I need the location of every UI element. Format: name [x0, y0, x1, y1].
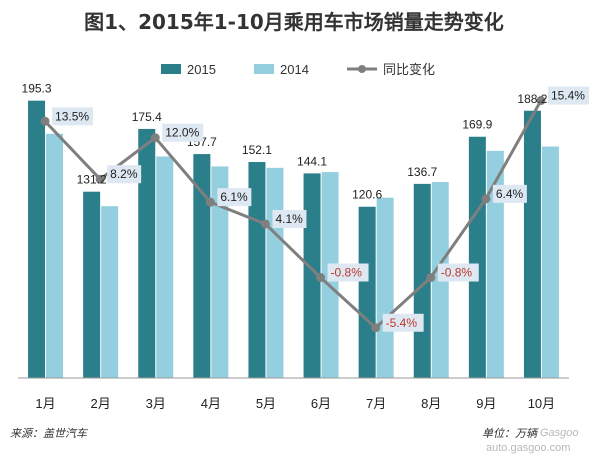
- yoy-marker-7: [371, 323, 381, 333]
- bar-2015-2: [83, 191, 101, 378]
- yoy-label-8: -0.8%: [441, 266, 473, 280]
- x-tick-9: 9月: [476, 396, 496, 411]
- legend-label-2014: 2014: [280, 62, 309, 77]
- value-label-2015-7: 120.6: [352, 188, 382, 202]
- legend-swatch-2015: [161, 64, 181, 74]
- legend-swatch-2014: [254, 64, 274, 74]
- bar-2014-9: [486, 150, 504, 378]
- yoy-line: [40, 96, 546, 333]
- bars: [28, 100, 559, 379]
- value-label-2015-9: 169.9: [462, 118, 492, 132]
- chart-title: 图1、2015年1-10月乘用车市场销量走势变化: [84, 10, 504, 34]
- watermark-url: auto.gasgoo.com: [486, 442, 570, 454]
- yoy-label-5: 4.1%: [275, 212, 303, 226]
- legend: 2015 2014 同比变化: [161, 62, 435, 77]
- value-label-2015-10: 188.2: [517, 92, 547, 106]
- yoy-label-box-9: [492, 184, 527, 203]
- bar-2015-6: [303, 173, 321, 378]
- watermark-logo: Gasgoo: [540, 427, 579, 439]
- yoy-marker-2: [95, 174, 105, 184]
- watermark: Gasgoo auto.gasgoo.com: [486, 427, 579, 454]
- yoy-label-10: 15.4%: [551, 89, 585, 103]
- yoy-label-box-8: [437, 263, 479, 282]
- x-tick-labels: 1月 2月 3月 4月 5月 6月 7月 8月 9月 10月: [35, 396, 555, 411]
- yoy-label-box-3: [162, 123, 204, 142]
- bar-2014-3: [156, 156, 174, 378]
- source-note: 来源：盖世汽车: [10, 427, 89, 440]
- x-tick-5: 5月: [256, 396, 276, 411]
- yoy-marker-10: [536, 96, 546, 106]
- bar-2014-4: [211, 166, 229, 378]
- bar-2015-4: [193, 154, 211, 378]
- yoy-marker-6: [316, 273, 326, 283]
- yoy-label-box-6: [327, 263, 369, 282]
- bar-2014-7: [376, 197, 394, 378]
- x-tick-8: 8月: [421, 396, 441, 411]
- x-tick-7: 7月: [366, 396, 386, 411]
- value-label-2015-8: 136.7: [407, 165, 437, 179]
- yoy-marker-3: [150, 133, 160, 143]
- legend-marker-yoy: [358, 65, 366, 73]
- data-labels: 195.3131.2175.4157.7152.1144.1120.6136.7…: [22, 82, 589, 332]
- yoy-label-box-10: [547, 86, 589, 105]
- bar-2014-1: [46, 133, 64, 378]
- yoy-label-9: 6.4%: [496, 187, 524, 201]
- yoy-marker-8: [426, 273, 436, 283]
- yoy-label-6: -0.8%: [331, 266, 363, 280]
- bar-2015-3: [138, 128, 156, 378]
- value-label-2015-5: 152.1: [242, 143, 272, 157]
- x-tick-4: 4月: [201, 396, 221, 411]
- bar-2015-9: [468, 136, 486, 378]
- x-tick-3: 3月: [146, 396, 166, 411]
- yoy-line-path: [43, 99, 543, 330]
- yoy-label-box-2: [107, 165, 142, 184]
- yoy-label-4: 6.1%: [220, 190, 248, 204]
- bar-2014-5: [266, 167, 284, 378]
- yoy-marker-9: [481, 194, 491, 204]
- yoy-label-box-5: [272, 209, 307, 228]
- yoy-label-2: 8.2%: [110, 167, 138, 181]
- yoy-marker-5: [260, 219, 270, 229]
- value-label-2015-1: 195.3: [22, 82, 52, 96]
- yoy-marker-1: [40, 116, 50, 126]
- bar-2015-10: [523, 110, 541, 379]
- yoy-label-box-1: [52, 107, 94, 126]
- yoy-marker-4: [205, 197, 215, 207]
- yoy-label-box-4: [217, 188, 252, 207]
- x-tick-1: 1月: [35, 396, 55, 411]
- value-label-2015-6: 144.1: [297, 154, 327, 168]
- x-tick-10: 10月: [528, 396, 555, 411]
- x-tick-2: 2月: [91, 396, 111, 411]
- yoy-label-7: -5.4%: [386, 316, 418, 330]
- value-label-2015-2: 131.2: [77, 173, 107, 187]
- yoy-label-3: 12.0%: [165, 126, 199, 140]
- bar-2015-7: [358, 206, 376, 378]
- x-tick-6: 6月: [311, 396, 331, 411]
- yoy-label-1: 13.5%: [55, 109, 89, 123]
- bar-2015-1: [28, 100, 46, 378]
- bar-2014-2: [101, 206, 119, 378]
- unit-note: 单位：万辆: [482, 427, 539, 440]
- value-label-2015-3: 175.4: [132, 110, 162, 124]
- legend-label-2015: 2015: [187, 62, 216, 77]
- yoy-label-box-7: [382, 313, 424, 332]
- legend-label-yoy: 同比变化: [383, 62, 435, 77]
- bar-2014-10: [541, 146, 559, 378]
- bar-2015-5: [248, 162, 266, 378]
